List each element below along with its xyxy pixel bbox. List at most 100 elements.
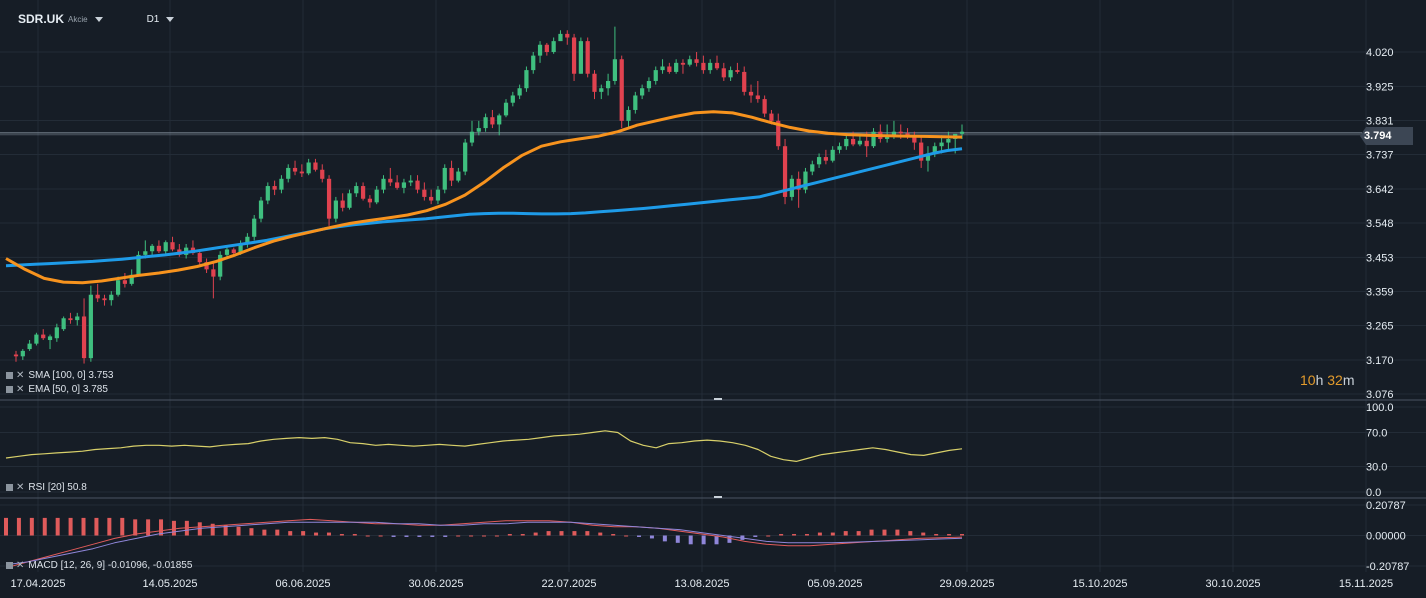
candle-body [939,142,944,147]
candle-body [272,186,277,190]
macd-histogram-bar [210,523,215,536]
candle-body [68,318,73,321]
pane-resize-handle [714,398,722,400]
close-icon[interactable]: ✕ [16,559,25,571]
candle-body [578,41,583,74]
macd-histogram-bar [960,534,964,536]
candle-body [585,41,590,74]
macd-histogram-bar [934,534,939,536]
candle-body [347,193,352,208]
ema-legend-label: EMA [50, 0] 3.785 [28,383,108,395]
candle-body [742,71,747,92]
macd-tick-label: 0.20787 [1366,500,1406,512]
indicator-settings-icon[interactable] [6,371,13,379]
candle-body [796,178,801,190]
price-tick-label: 3.737 [1366,150,1394,162]
candle-body [61,318,66,330]
candle-body [143,251,148,255]
candle-body [762,99,767,114]
macd-line [5,518,963,569]
candle-body [415,180,420,190]
candle-body [510,95,515,103]
candle-body [463,142,468,172]
macd-histogram-bar [533,532,538,536]
date-tick-label: 30.10.2025 [1205,578,1260,590]
indicator-settings-icon[interactable] [6,483,13,491]
candle-body [95,294,100,299]
candle-body [605,80,611,89]
candle-body [395,182,400,188]
timeframe-dropdown-chevron-icon[interactable] [166,16,175,22]
candle-body [429,196,434,201]
symbol-dropdown-chevron-icon[interactable] [94,16,103,22]
macd-histogram-bar [792,534,797,536]
price-tick-label: 3.548 [1366,218,1394,230]
candle-body [728,70,733,78]
candle-body [320,169,325,179]
candle-body [163,242,168,252]
macd-histogram-bar [94,517,99,536]
macd-histogram-bar [482,535,486,537]
macd-histogram-bar [701,535,706,545]
rsi-tick-label: 70.0 [1366,428,1387,440]
macd-histogram-bar [352,534,357,536]
rsi-tick-label: 0.0 [1366,487,1381,499]
candle-body [524,70,529,89]
candle-body [687,59,692,65]
candle-body [299,171,304,174]
macd-histogram-bar [662,535,667,542]
pane-resize-handle [714,496,722,498]
candle-body [803,171,808,190]
macd-histogram-bar [236,526,241,536]
close-icon[interactable]: ✕ [16,369,25,381]
macd-histogram-bar [107,517,112,536]
candle-body [898,131,903,134]
candle-body [20,350,25,357]
candle-body [374,189,379,203]
candle-body [816,157,822,165]
date-tick-label: 05.09.2025 [807,578,862,590]
close-icon[interactable]: ✕ [16,383,25,395]
candle-body [109,294,114,301]
candle-body [435,189,441,201]
candle-body [959,131,965,134]
candle-body [708,62,713,71]
candle-body [912,135,917,143]
price-tick-label: 3.642 [1366,184,1394,196]
candle-body [905,133,910,136]
macd-histogram-bar [611,534,616,536]
candle-body [871,131,876,147]
macd-histogram-bar [378,535,383,537]
candle-body [326,178,332,219]
macd-histogram-bar [804,534,809,536]
candle-body [680,62,686,65]
indicator-settings-icon[interactable] [6,561,13,569]
candle-body [490,117,495,125]
candle-body [333,200,338,219]
timeframe-label[interactable]: D1 [146,13,160,25]
candle-body [612,59,618,81]
sma-legend: ✕ SMA [100, 0] 3.753 [6,369,113,381]
candle-body [701,62,706,71]
candle-body [354,186,359,194]
candle-body [408,180,413,183]
candle-body [238,244,243,254]
macd-histogram-bar [443,535,448,537]
close-icon[interactable]: ✕ [16,481,25,493]
candle-body [497,115,502,125]
candle-body [218,254,223,277]
candle-body [517,88,522,96]
countdown-hours: 10 [1300,372,1316,388]
macd-histogram-bar [223,525,228,536]
macd-histogram-bar [843,531,848,536]
macd-histogram-bar [133,519,138,536]
symbol-label[interactable]: SDR.UK [18,12,65,26]
ema-line [5,110,963,285]
macd-histogram-bar [598,532,603,536]
indicator-settings-icon[interactable] [6,385,13,393]
candle-body [850,138,856,145]
rsi-tick-label: 30.0 [1366,462,1387,474]
candle-body [837,146,842,150]
candle-body [388,178,393,183]
